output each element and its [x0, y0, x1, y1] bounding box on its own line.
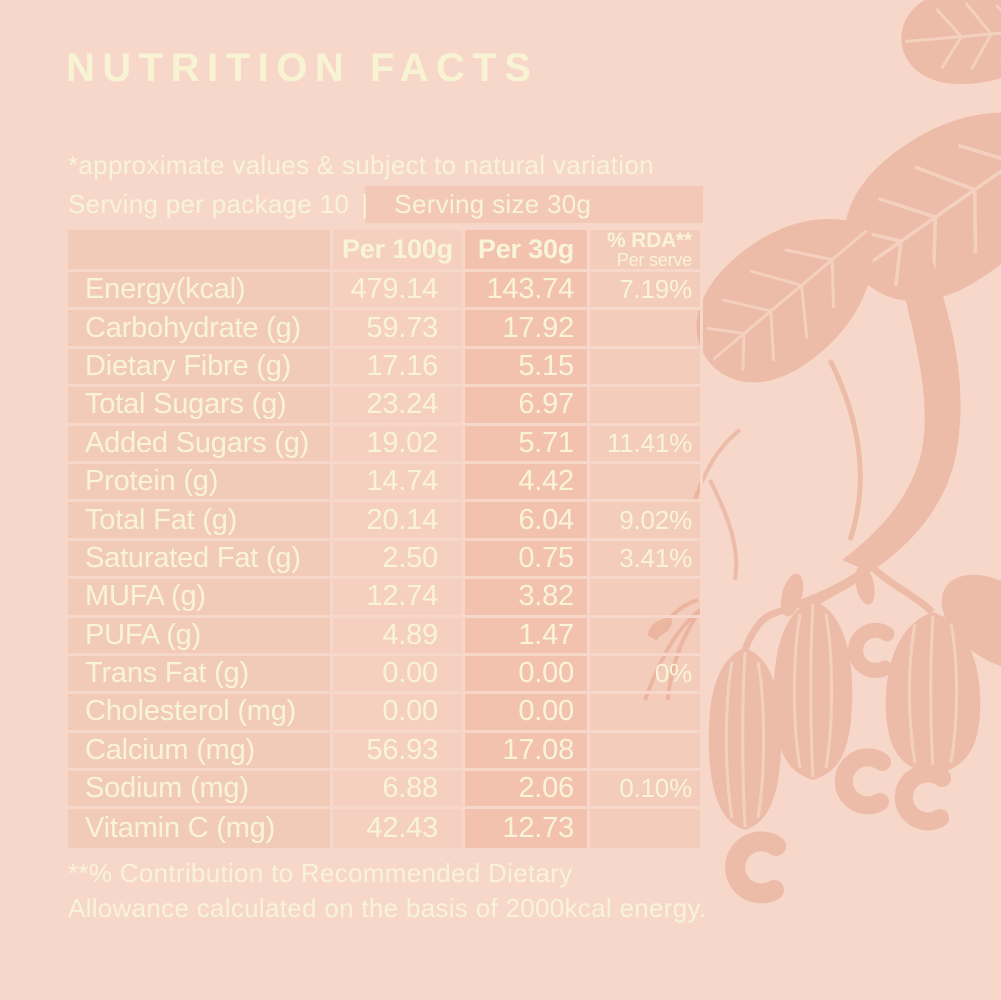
rda-value: [590, 387, 700, 426]
row-label: Carbohydrate (g): [68, 310, 333, 349]
per30g-value: 4.42: [465, 463, 590, 503]
per100g-value: 479.14: [333, 272, 465, 311]
header-cell-per30g: Per 30g: [465, 230, 590, 272]
disclaimer-note: *approximate values & subject to natural…: [68, 150, 654, 180]
per30g-value: 5.15: [465, 348, 590, 388]
footnote-line1: **% Contribution to Recommended Dietary: [68, 858, 573, 888]
per30g-value: 0.00: [465, 655, 590, 695]
serving-divider: |: [361, 189, 369, 219]
per100g-value: 42.43: [333, 809, 465, 848]
serving-info: Serving per package 10 | Serving size 30…: [68, 189, 591, 220]
serving-size: Serving size 30g: [394, 189, 592, 219]
per30g-value: 1.47: [465, 617, 590, 656]
serving-size-highlight: [365, 186, 703, 223]
row-label: MUFA (g): [68, 579, 333, 618]
row-label: Total Sugars (g): [68, 387, 333, 426]
rda-value: [590, 579, 700, 618]
row-label: Added Sugars (g): [68, 425, 333, 464]
per30g-value: 2.06: [465, 771, 590, 810]
row-label: Vitamin C (mg): [68, 809, 333, 848]
header-cell-rda: % RDA** Per serve: [590, 230, 700, 272]
rda-value: 3.41%: [590, 540, 700, 580]
row-label: Total Fat (g): [68, 502, 333, 541]
row-label: Dietary Fibre (g): [68, 348, 333, 388]
row-label: Trans Fat (g): [68, 655, 333, 695]
per100g-value: 12.74: [333, 579, 465, 618]
header-cell-blank: [68, 230, 333, 272]
header-rda-line2: Per serve: [616, 249, 692, 270]
per100g-value: 6.88: [333, 771, 465, 810]
per100g-value: 19.02: [333, 425, 465, 464]
per30g-value: 5.71: [465, 425, 590, 464]
header-cell-per100g: Per 100g: [333, 230, 465, 272]
rda-value: 11.41%: [590, 425, 700, 464]
rda-value: [590, 617, 700, 656]
row-label: Energy(kcal): [68, 272, 333, 311]
row-label: Cholesterol (mg): [68, 694, 333, 733]
page-title: NUTRITION FACTS: [66, 46, 539, 90]
per100g-value: 0.00: [333, 694, 465, 733]
per100g-value: 2.50: [333, 540, 465, 580]
per100g-value: 4.89: [333, 617, 465, 656]
per100g-value: 59.73: [333, 310, 465, 349]
per100g-value: 20.14: [333, 502, 465, 541]
row-label: Protein (g): [68, 463, 333, 503]
rda-value: 0%: [590, 655, 700, 695]
per30g-value: 143.74: [465, 272, 590, 311]
rda-value: [590, 809, 700, 848]
per100g-value: 23.24: [333, 387, 465, 426]
rda-value: 7.19%: [590, 272, 700, 311]
rda-value: [590, 732, 700, 772]
row-label: Sodium (mg): [68, 771, 333, 810]
per30g-value: 17.08: [465, 732, 590, 772]
serving-per-package: Serving per package 10: [68, 189, 350, 219]
per30g-value: 12.73: [465, 809, 590, 848]
rda-value: [590, 463, 700, 503]
per30g-value: 3.82: [465, 579, 590, 618]
per100g-value: 56.93: [333, 732, 465, 772]
per30g-value: 0.75: [465, 540, 590, 580]
per30g-value: 6.97: [465, 387, 590, 426]
rda-value: 9.02%: [590, 502, 700, 541]
row-label: Calcium (mg): [68, 732, 333, 772]
header-rda-line1: % RDA**: [607, 230, 692, 252]
rda-footnote: **% Contribution to Recommended Dietary …: [68, 856, 706, 926]
per30g-value: 6.04: [465, 502, 590, 541]
per100g-value: 0.00: [333, 655, 465, 695]
per30g-value: 0.00: [465, 694, 590, 733]
rda-value: [590, 310, 700, 349]
row-label: PUFA (g): [68, 617, 333, 656]
per100g-value: 17.16: [333, 348, 465, 388]
rda-value: 0.10%: [590, 771, 700, 810]
row-label: Saturated Fat (g): [68, 540, 333, 580]
per100g-value: 14.74: [333, 463, 465, 503]
rda-value: [590, 348, 700, 388]
nutrition-table: Per 100g Per 30g % RDA** Per serve Energ…: [65, 227, 703, 851]
per30g-value: 17.92: [465, 310, 590, 349]
rda-value: [590, 694, 700, 733]
footnote-line2: Allowance calculated on the basis of 200…: [68, 893, 707, 923]
